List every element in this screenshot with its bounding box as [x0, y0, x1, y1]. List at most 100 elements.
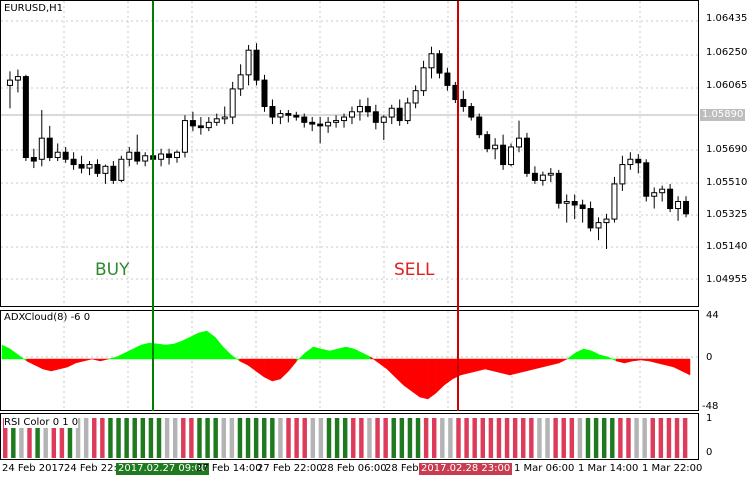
adx-cloud-segment — [190, 332, 199, 360]
rsi-bar — [577, 418, 583, 458]
adx-cloud-segment — [640, 358, 650, 362]
rsi-bar — [181, 418, 186, 458]
rsi-bar — [512, 418, 518, 458]
rsi-bar — [658, 418, 664, 458]
rsi-bar — [270, 418, 275, 458]
candle-body — [348, 111, 355, 118]
rsi-bar — [3, 418, 8, 458]
candle-body — [70, 158, 77, 166]
candle-body — [364, 106, 371, 113]
time-tick: 27 Feb 14:00 — [196, 463, 262, 474]
candle-body — [181, 120, 188, 153]
adx-cloud-segment — [231, 354, 240, 362]
adx-cloud-segment — [296, 352, 306, 362]
price-tick: 1.06250 — [706, 47, 748, 58]
candle-body — [460, 98, 467, 108]
adx-cloud-segment — [173, 340, 183, 360]
candle-body — [444, 72, 451, 86]
adx-cloud-segment — [534, 358, 543, 370]
adx-cloud-segment — [42, 358, 52, 372]
adx-cloud-segment — [214, 336, 224, 360]
candle-body — [571, 200, 578, 206]
adx-cloud-segment — [206, 330, 216, 360]
candle-body — [643, 162, 650, 197]
rsi-bar — [294, 418, 299, 458]
candle-body — [436, 53, 443, 74]
adx-cloud-segment — [280, 358, 289, 380]
adx-cloud-segment — [321, 348, 330, 360]
adx-panel-frame — [0, 310, 699, 411]
adx-cloud-segment — [50, 358, 60, 372]
adx-cloud-segment — [558, 358, 568, 364]
rsi-bar — [140, 418, 146, 458]
adx-cloud-segment — [132, 344, 142, 360]
rsi-bar — [189, 418, 194, 458]
adx-cloud-segment — [542, 358, 552, 368]
candle-body — [420, 67, 427, 92]
candle-body — [221, 116, 228, 120]
rsi-bar — [456, 418, 461, 458]
rsi-panel-frame — [0, 413, 699, 460]
rsi-bar — [359, 418, 364, 458]
candle-body — [94, 164, 101, 174]
sell-time-tag: 2017.02.28 23:00 — [419, 463, 513, 475]
adx-cloud-segment — [345, 346, 355, 360]
rsi-bar — [197, 418, 202, 458]
price-tick: 1.05325 — [706, 209, 748, 220]
rsi-bar — [626, 418, 631, 458]
candle-body — [372, 111, 379, 123]
rsi-bar — [634, 418, 639, 458]
time-tick: 1 Mar 14:00 — [578, 463, 639, 474]
candle-body — [110, 165, 117, 181]
rsi-bar — [351, 418, 356, 458]
rsi-bar — [431, 418, 437, 458]
rsi-bar — [67, 418, 73, 458]
adx-cloud-segment — [247, 358, 257, 372]
adx-cloud-segment — [59, 358, 68, 370]
rsi-bar — [92, 418, 97, 458]
adx-cloud-segment — [312, 346, 322, 360]
time-tick: 1 Mar 22:00 — [642, 463, 703, 474]
rsi-bar — [75, 418, 81, 458]
candle-body — [166, 153, 173, 159]
rsi-bar — [35, 418, 40, 458]
adx-cloud-segment — [427, 358, 437, 400]
rsi-bar — [561, 418, 566, 458]
candle-body — [189, 120, 196, 127]
candle-body — [30, 157, 37, 162]
adx-cloud-segment — [566, 352, 576, 360]
candle-body — [667, 188, 674, 210]
candle-body — [356, 106, 363, 113]
adx-cloud-segment — [362, 352, 371, 360]
adx-cloud-segment — [288, 358, 298, 372]
rsi-bar — [415, 418, 421, 458]
time-tick: 1 Mar 06:00 — [514, 463, 575, 474]
candle-body — [22, 76, 29, 159]
candle-body — [86, 164, 93, 169]
adx-cloud-segment — [181, 336, 191, 360]
candle-body — [587, 208, 594, 229]
rsi-bar — [399, 418, 405, 458]
candle-body — [412, 90, 419, 104]
adx-cloud-segment — [100, 358, 109, 362]
adx-tick: 44 — [706, 310, 719, 321]
adx-cloud-segment — [9, 348, 19, 360]
symbol-title: EURUSD,H1 — [4, 3, 64, 14]
adx-cloud-segment — [509, 358, 519, 376]
time-tick: 24 Feb 2017 — [2, 463, 65, 474]
adx-cloud-segment — [583, 348, 592, 360]
adx-cloud-segment — [157, 343, 167, 360]
price-tick: 1.06065 — [706, 80, 748, 91]
rsi-bar — [553, 418, 558, 458]
candle-body — [293, 114, 300, 118]
buy-label: BUY — [95, 260, 130, 280]
rsi-bar — [642, 418, 647, 458]
adx-cloud-segment — [75, 358, 85, 364]
sell-label: SELL — [394, 260, 435, 280]
adx-cloud-segment — [673, 358, 683, 372]
adx-cloud-segment — [484, 358, 494, 372]
adx-cloud-segment — [140, 342, 150, 360]
candle-body — [603, 218, 610, 224]
rsi-bar — [504, 418, 510, 458]
